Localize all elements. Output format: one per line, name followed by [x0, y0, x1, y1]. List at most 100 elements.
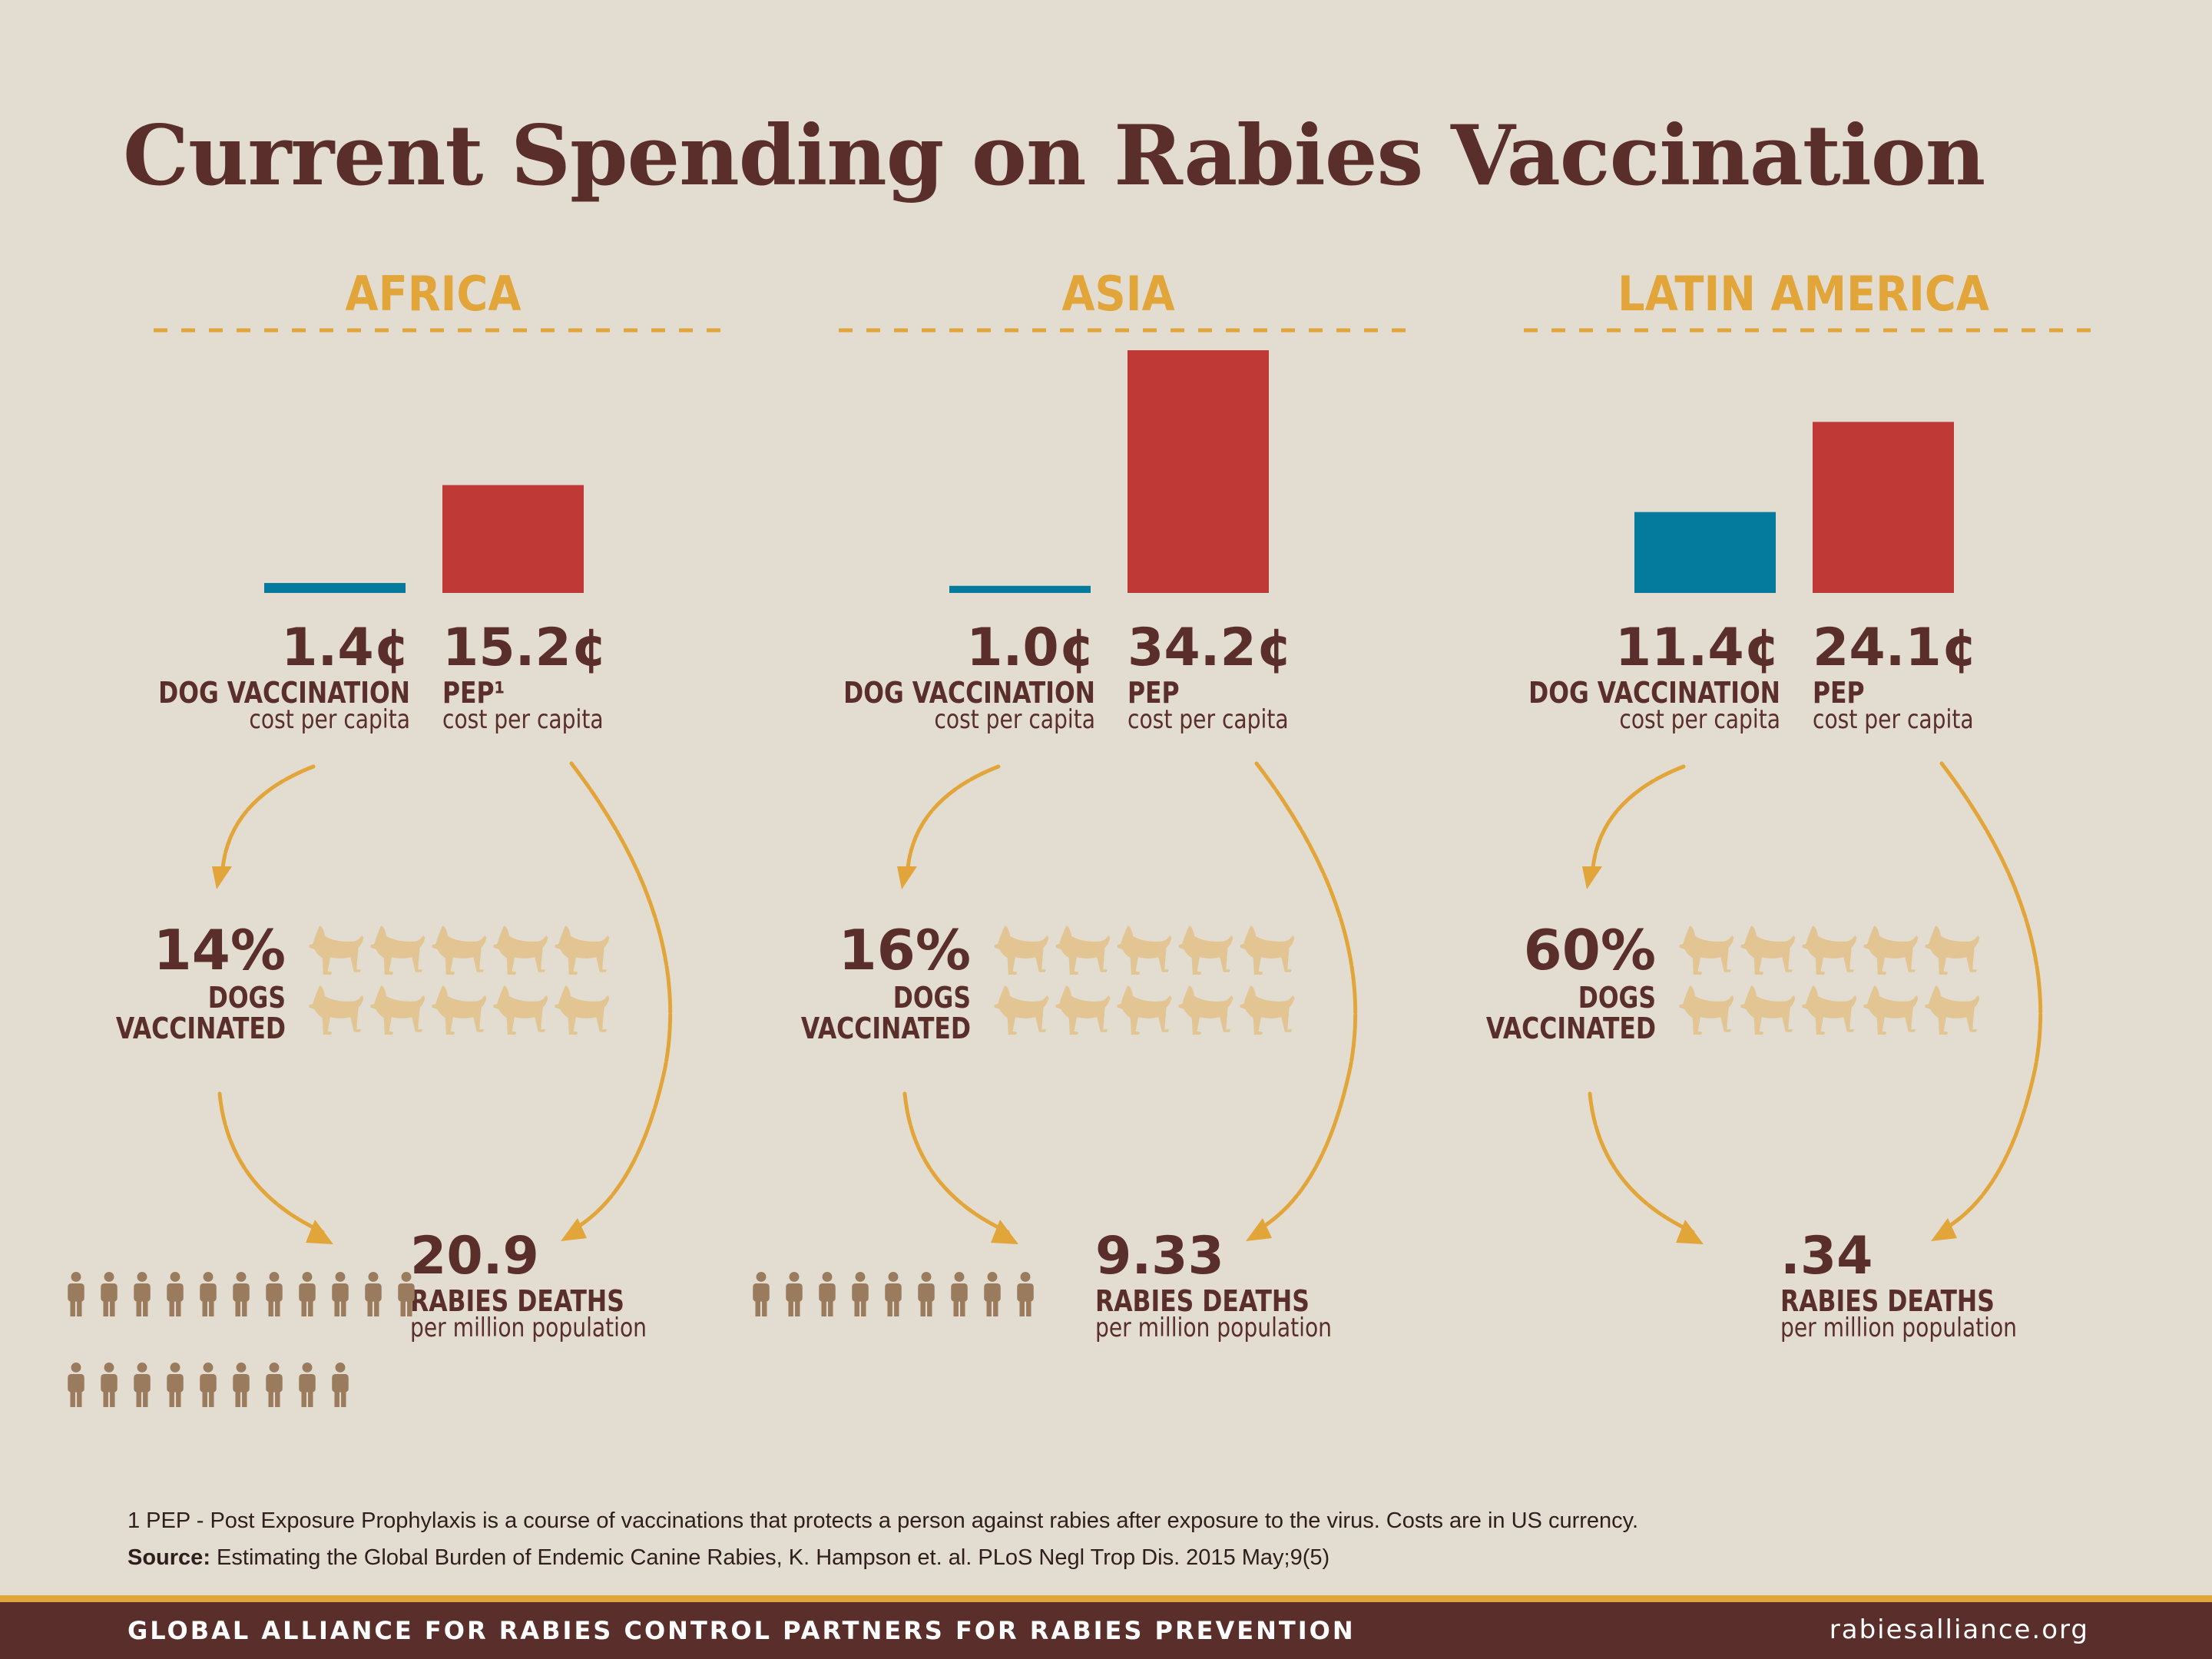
footer-website-link[interactable]: rabiesalliance.org: [1829, 1614, 2089, 1645]
dogs-vaccinated-percent: 14%: [154, 918, 286, 982]
dog-icon: [1117, 985, 1172, 1035]
bar-dog-vaccination-africa: [264, 583, 406, 593]
bar-pep-latin-america: [1813, 422, 1954, 593]
rabies-deaths-value: 20.9: [410, 1226, 539, 1286]
pep-value: 24.1¢: [1813, 618, 1978, 678]
arrow-icon: [212, 866, 232, 889]
arrow-icon: [1931, 1218, 1957, 1241]
dog-icon: [1863, 926, 1919, 975]
footer-divider: [0, 1595, 2212, 1602]
dog-icon: [994, 985, 1049, 1035]
dog-vaccination-label: DOG VACCINATION: [1528, 676, 1780, 710]
source-label: Source:: [127, 1545, 210, 1570]
dog-icon: [309, 985, 364, 1035]
person-icon: [101, 1272, 118, 1316]
person-icon: [1438, 1272, 1443, 1316]
dog-icon: [432, 985, 487, 1035]
arrow-curve: [217, 1091, 325, 1234]
rabies-deaths-label: RABIES DEATHS: [1095, 1284, 1310, 1319]
person-icon: [365, 1272, 382, 1316]
dog-icon: [432, 926, 487, 975]
dog-vaccination-label: DOG VACCINATION: [843, 676, 1095, 710]
arrow-to-dogs: [1582, 764, 1686, 889]
dog-vaccination-value: 1.4¢: [281, 618, 410, 678]
dog-icon: [1240, 926, 1295, 975]
person-icon: [1050, 1272, 1055, 1316]
dog-icon: [1802, 985, 1857, 1035]
footnote-pep: 1 PEP - Post Exposure Prophylaxis is a c…: [127, 1508, 1639, 1533]
bar-pep-asia: [1128, 350, 1269, 593]
person-icon: [332, 1363, 349, 1407]
dog-vaccination-sublabel: cost per capita: [934, 704, 1095, 735]
person-icon: [134, 1272, 151, 1316]
dog-icon: [1740, 985, 1796, 1035]
arrow-curve: [902, 1091, 1010, 1234]
dog-vaccination-sublabel: cost per capita: [249, 704, 410, 735]
bar-dog-vaccination-asia: [949, 585, 1091, 593]
arrow-icon: [897, 866, 917, 889]
person-icon: [68, 1272, 84, 1316]
arrow-to-deaths-from-dogs: [1588, 1091, 1704, 1244]
dog-vaccination-label: DOG VACCINATION: [158, 676, 410, 710]
person-icon: [984, 1272, 1001, 1316]
person-icon: [786, 1272, 803, 1316]
person-icon: [299, 1272, 316, 1316]
arrow-icon: [1582, 866, 1602, 889]
person-icon: [68, 1363, 84, 1407]
arrow-curve: [1588, 1091, 1695, 1234]
person-icon: [167, 1272, 184, 1316]
person-icon: [233, 1272, 250, 1316]
person-icon: [299, 1363, 316, 1407]
rabies-deaths-label: RABIES DEATHS: [1780, 1284, 1995, 1319]
arrow-icon: [991, 1220, 1018, 1244]
dog-icon: [1055, 926, 1111, 975]
region-title-asia: ASIA: [1061, 266, 1175, 322]
pep-sublabel: cost per capita: [442, 704, 604, 735]
source-text: Estimating the Global Burden of Endemic …: [210, 1545, 1330, 1570]
pep-value: 15.2¢: [442, 618, 608, 678]
footnote-source: Source: Estimating the Global Burden of …: [127, 1545, 1330, 1571]
person-icon: [365, 1363, 382, 1407]
arrow-to-deaths-from-pep: [561, 761, 673, 1241]
bar-pep-africa: [442, 485, 584, 593]
person-icon: [134, 1363, 151, 1407]
person-icon: [332, 1272, 349, 1316]
bar-dog-vaccination-latin-america: [1634, 512, 1776, 593]
dog-icon: [1117, 926, 1172, 975]
dog-icon: [1925, 985, 1980, 1035]
dogs-vaccinated-percent: 16%: [839, 918, 971, 982]
region-title-latin-america: LATIN AMERICA: [1618, 266, 1989, 322]
person-icon: [951, 1272, 968, 1316]
dog-icon: [1679, 926, 1734, 975]
rabies-deaths-sublabel: per million population: [1780, 1313, 2017, 1343]
dog-icon: [1178, 926, 1233, 975]
person-icon: [819, 1272, 836, 1316]
region-title-africa: AFRICA: [345, 266, 521, 322]
arrow-curve: [220, 764, 316, 870]
arrow-curve: [906, 764, 1001, 870]
pep-sublabel: cost per capita: [1128, 704, 1289, 735]
rabies-deaths-sublabel: per million population: [410, 1313, 647, 1343]
person-icon: [200, 1272, 217, 1316]
rabies-deaths-value: .34: [1780, 1226, 1873, 1286]
dogs-vaccinated-label: DOGS: [1578, 981, 1656, 1015]
dog-vaccination-sublabel: cost per capita: [1619, 704, 1780, 735]
dogs-vaccinated-label: DOGS: [208, 981, 286, 1015]
arrow-curve: [1591, 764, 1686, 870]
pep-label: PEP¹: [442, 676, 505, 710]
person-icon: [266, 1272, 283, 1316]
arrow-curve: [1939, 761, 2043, 1231]
arrow-to-deaths-from-pep: [1246, 761, 1358, 1241]
person-icon: [918, 1272, 935, 1316]
pep-label: PEP: [1128, 676, 1180, 710]
page-title: Current Spending on Rabies Vaccination: [123, 108, 1985, 204]
arrow-to-dogs: [212, 764, 316, 889]
dog-icon: [309, 926, 364, 975]
arrow-to-deaths-from-dogs: [217, 1091, 333, 1244]
dogs-vaccinated-label: VACCINATED: [1486, 1012, 1656, 1046]
dog-icon: [1178, 985, 1233, 1035]
dog-icon: [1240, 985, 1295, 1035]
pep-sublabel: cost per capita: [1813, 704, 1974, 735]
